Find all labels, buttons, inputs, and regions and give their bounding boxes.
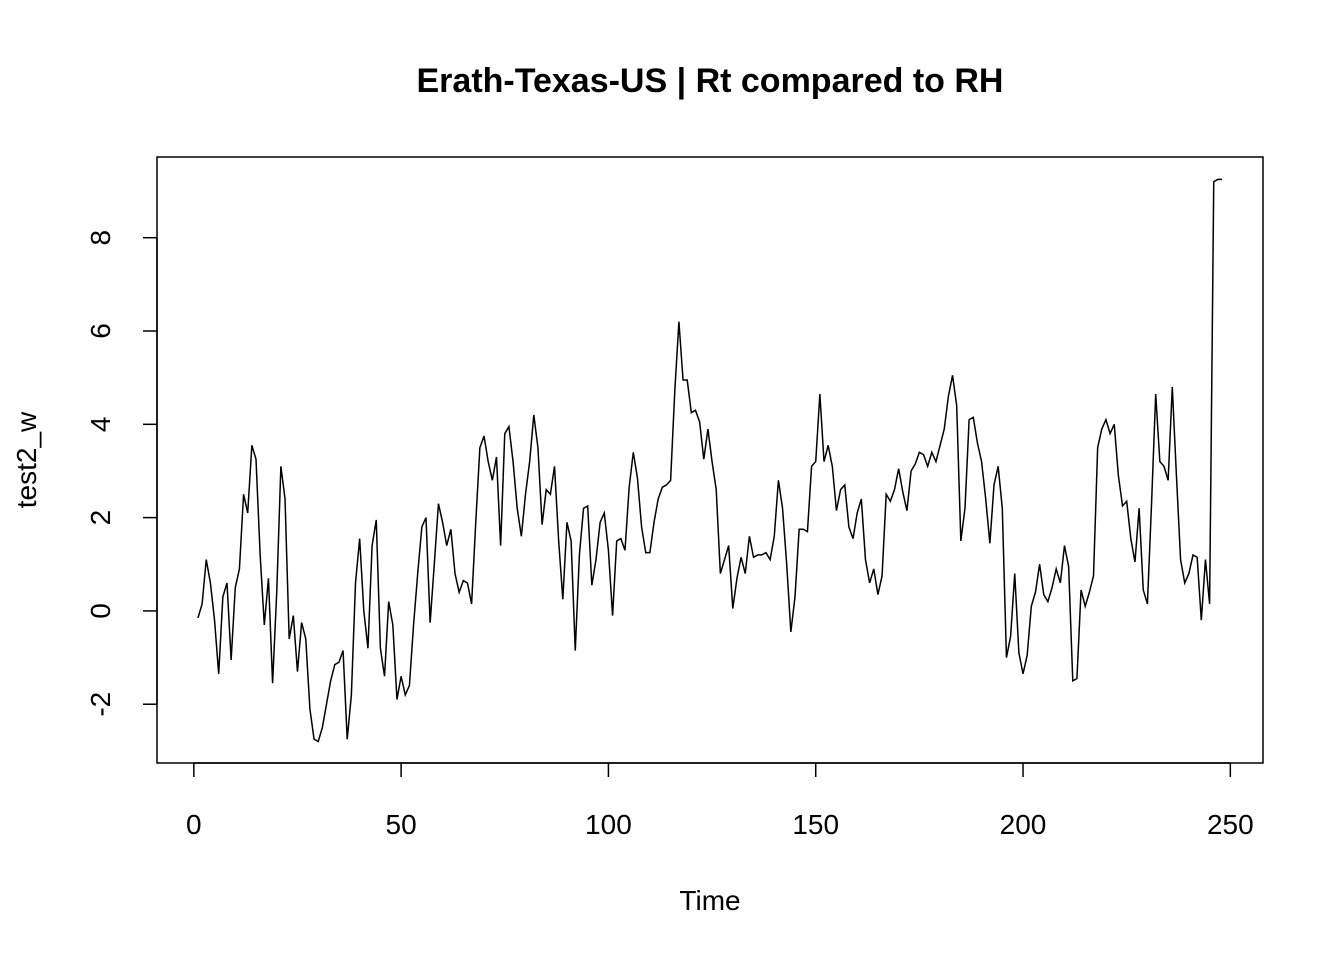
x-tick-label: 100	[585, 809, 632, 840]
y-tick-label: 4	[85, 417, 116, 433]
y-tick-label: 2	[85, 510, 116, 526]
x-tick-label: 0	[186, 809, 202, 840]
y-tick-label: 6	[85, 323, 116, 339]
x-tick-label: 200	[1000, 809, 1047, 840]
y-tick-label: 8	[85, 230, 116, 246]
x-tick-label: 50	[386, 809, 417, 840]
x-tick-label: 250	[1207, 809, 1254, 840]
chart-title: Erath-Texas-US | Rt compared to RH	[417, 62, 1004, 100]
series-line	[197, 178, 1223, 743]
y-tick-label: -2	[85, 692, 116, 717]
x-tick-label: 150	[792, 809, 839, 840]
y-axis-label: test2_w	[11, 411, 42, 508]
y-tick-label: 0	[85, 603, 116, 619]
x-axis-label: Time	[679, 885, 740, 916]
